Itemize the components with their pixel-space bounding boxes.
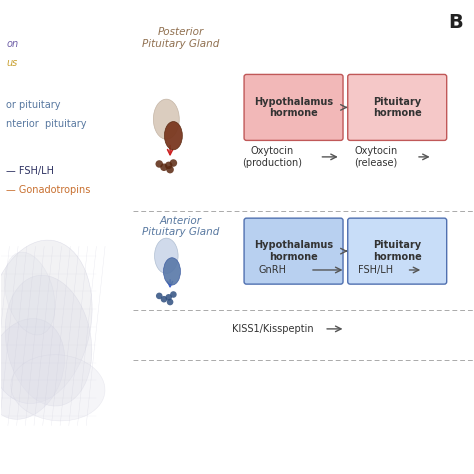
Text: on: on bbox=[6, 39, 18, 49]
Text: — FSH/LH: — FSH/LH bbox=[6, 166, 54, 176]
Ellipse shape bbox=[0, 319, 64, 419]
Text: Oxytocin
(production): Oxytocin (production) bbox=[242, 146, 302, 168]
Text: Posterior
Pituitary Gland: Posterior Pituitary Gland bbox=[142, 27, 219, 49]
Text: Oxytocin
(release): Oxytocin (release) bbox=[355, 146, 398, 168]
Circle shape bbox=[166, 166, 174, 173]
Circle shape bbox=[155, 160, 163, 168]
Text: B: B bbox=[448, 13, 463, 32]
Circle shape bbox=[165, 294, 172, 301]
FancyBboxPatch shape bbox=[244, 218, 343, 284]
Ellipse shape bbox=[11, 355, 105, 421]
Circle shape bbox=[170, 159, 177, 167]
Circle shape bbox=[170, 291, 177, 298]
Text: Hypothalamus
hormone: Hypothalamus hormone bbox=[254, 97, 333, 118]
Text: GnRH: GnRH bbox=[258, 265, 286, 275]
Circle shape bbox=[167, 299, 173, 305]
Text: Anterior
Pituitary Gland: Anterior Pituitary Gland bbox=[142, 216, 219, 237]
Ellipse shape bbox=[164, 121, 182, 150]
Circle shape bbox=[156, 292, 163, 299]
Circle shape bbox=[160, 164, 168, 171]
Text: Pituitary
hormone: Pituitary hormone bbox=[373, 240, 421, 262]
Text: nterior  pituitary: nterior pituitary bbox=[6, 119, 87, 129]
Ellipse shape bbox=[164, 258, 181, 285]
Text: Hypothalamus
hormone: Hypothalamus hormone bbox=[254, 240, 333, 262]
Ellipse shape bbox=[4, 252, 55, 335]
Ellipse shape bbox=[154, 99, 179, 139]
FancyBboxPatch shape bbox=[348, 218, 447, 284]
Circle shape bbox=[165, 162, 173, 169]
FancyBboxPatch shape bbox=[244, 74, 343, 140]
Ellipse shape bbox=[155, 238, 178, 273]
Text: or pituitary: or pituitary bbox=[6, 100, 61, 110]
Text: us: us bbox=[6, 58, 18, 68]
FancyBboxPatch shape bbox=[348, 74, 447, 140]
Text: KISS1/Kisspeptin: KISS1/Kisspeptin bbox=[231, 324, 313, 334]
Text: FSH/LH: FSH/LH bbox=[358, 265, 393, 275]
Text: — Gonadotropins: — Gonadotropins bbox=[6, 185, 91, 195]
Circle shape bbox=[161, 296, 167, 302]
Ellipse shape bbox=[5, 275, 92, 406]
Ellipse shape bbox=[0, 240, 92, 403]
Text: Pituitary
hormone: Pituitary hormone bbox=[373, 97, 421, 118]
